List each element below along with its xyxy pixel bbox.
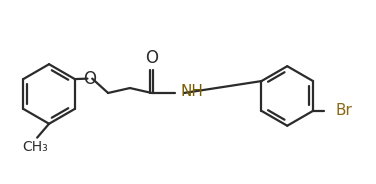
Text: Br: Br — [336, 103, 353, 118]
Text: O: O — [145, 49, 158, 67]
Text: NH: NH — [180, 84, 203, 100]
Text: O: O — [83, 70, 96, 88]
Text: CH₃: CH₃ — [22, 140, 48, 154]
